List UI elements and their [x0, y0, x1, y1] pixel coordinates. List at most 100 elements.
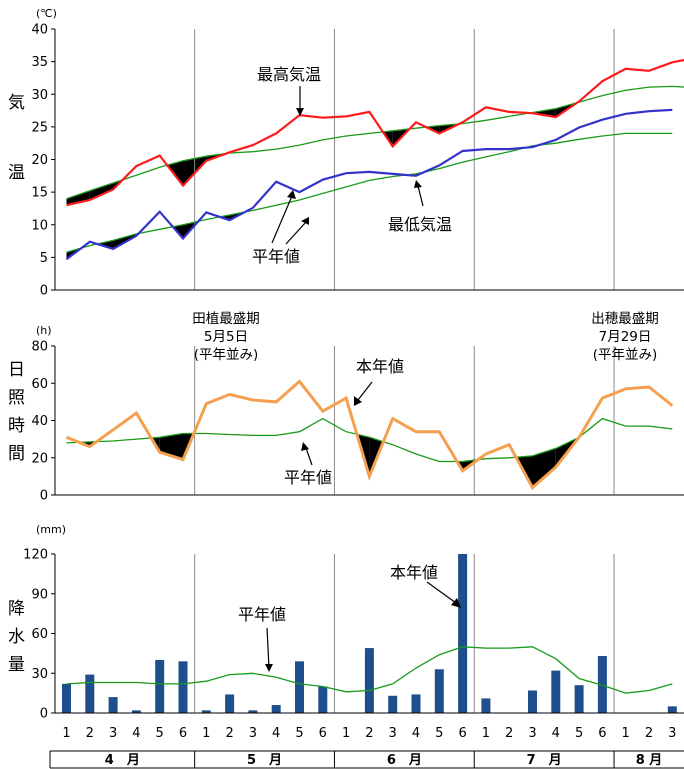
precip-current-arrow: [426, 581, 457, 604]
precip-bar: [85, 674, 95, 713]
precip-unit-label: (mm): [36, 523, 66, 536]
temp-unit-label: (℃): [36, 7, 57, 20]
max-temp-normal-line: [66, 85, 684, 200]
sun-normal-annotation: 平年値: [284, 468, 332, 487]
precip-ylabel-char-2: 水: [8, 627, 25, 647]
precip-ylabel-char-3: 量: [8, 655, 25, 675]
sun-ylabel-char-1: 日: [8, 360, 25, 380]
day-label: 3: [668, 726, 676, 741]
precip-tick-label: 90: [31, 587, 48, 602]
precip-bar: [108, 697, 118, 713]
sun-current-annotation: 本年値: [356, 357, 404, 376]
transplant-date: 5月5日: [204, 329, 248, 345]
sun-current-arrowhead: [354, 396, 362, 406]
temp-tick-label: 35: [31, 55, 48, 70]
normal-upper-arrow: [271, 195, 293, 244]
max-temp-annotation: 最高気温: [257, 65, 321, 84]
precip-bar: [248, 710, 258, 713]
temp-tick-label: 40: [31, 23, 48, 38]
sun-tick-label: 0: [40, 489, 48, 504]
day-label: 3: [109, 726, 117, 741]
normal-temp-annotation: 平年値: [252, 247, 300, 266]
day-label: 6: [598, 726, 606, 741]
day-label: 1: [202, 726, 210, 741]
temp-tick-label: 5: [40, 251, 48, 266]
day-label: 4: [272, 726, 280, 741]
sun-normal-line: [66, 417, 673, 463]
precip-ylabel-char-1: 降: [8, 599, 25, 619]
heading-title: 出穂最盛期: [591, 311, 659, 327]
temp-tick-label: 10: [31, 218, 48, 233]
precip-bar: [388, 695, 398, 713]
day-label: 3: [528, 726, 536, 741]
day-label: 2: [86, 726, 94, 741]
temp-tick-label: 15: [31, 186, 48, 201]
normal-lower-arrow: [285, 221, 307, 245]
month-label: 7 月: [527, 753, 562, 768]
heading-date: 7月29日: [599, 329, 652, 345]
max-temp-deficit-fill: [66, 190, 90, 206]
sun-ylabel-char-2: 照: [8, 388, 25, 408]
bar-layer: [62, 554, 677, 713]
temp-tick-label: 20: [31, 153, 48, 168]
month-label: 5 月: [247, 753, 282, 768]
precip-bar: [271, 705, 281, 713]
day-label: 2: [365, 726, 373, 741]
day-label: 6: [458, 726, 466, 741]
min-temp-annotation: 最低気温: [388, 215, 452, 234]
temp-ylabel-char-1: 気: [8, 93, 25, 113]
precip-bar: [318, 686, 328, 713]
sun-current-line: [65, 379, 674, 490]
day-label: 5: [295, 726, 303, 741]
deficit-fill-layer: [66, 102, 580, 488]
min-temp-normal-line: [66, 132, 673, 253]
temp-tick-label: 25: [31, 120, 48, 135]
sun-tick-label: 80: [31, 340, 48, 355]
precip-bar: [178, 661, 188, 713]
day-label: 4: [412, 726, 420, 741]
precip-bar: [364, 648, 374, 713]
precip-bar: [551, 670, 561, 713]
heading-note: (平年並み): [593, 347, 658, 363]
temp-ylabel-char-2: 温: [8, 163, 25, 183]
sun-unit-label: (h): [36, 324, 52, 337]
precip-bar: [481, 698, 491, 713]
precip-normal-arrow: [266, 627, 270, 669]
normal-upper-arrowhead: [287, 190, 296, 199]
month-label: 6 月: [387, 753, 422, 768]
precip-tick-label: 120: [23, 548, 48, 563]
day-label: 2: [505, 726, 513, 741]
min-temp-line: [65, 108, 673, 261]
precip-tick-label: 0: [40, 707, 48, 722]
day-label: 2: [645, 726, 653, 741]
temp-tick-label: 30: [31, 88, 48, 103]
sun-ylabel-char-3: 時: [8, 416, 25, 436]
day-label: 3: [249, 726, 257, 741]
precip-bar: [131, 710, 141, 713]
temp-tick-label: 0: [40, 284, 48, 299]
max-temp-deficit-fill: [89, 183, 114, 200]
precip-bar: [201, 710, 211, 713]
precip-bar: [411, 694, 421, 713]
precip-bar: [528, 690, 537, 713]
day-label: 1: [622, 726, 630, 741]
day-label: 1: [62, 726, 70, 741]
day-label: 3: [389, 726, 397, 741]
day-label: 5: [575, 726, 583, 741]
day-label: 4: [552, 726, 560, 741]
sun-tick-label: 20: [31, 451, 48, 466]
annotation-arrows: [265, 86, 461, 672]
sun-tick-label: 40: [31, 414, 48, 429]
max-temp-arrowhead: [296, 108, 304, 116]
day-label: 1: [482, 726, 490, 741]
precip-tick-label: 30: [31, 667, 48, 682]
day-label: 6: [179, 726, 187, 741]
month-label: 8 月: [636, 753, 663, 768]
sun-tick-label: 60: [31, 377, 48, 392]
precip-normal-line: [66, 646, 673, 694]
max-temp-deficit-fill: [532, 108, 556, 118]
day-label: 5: [435, 726, 443, 741]
precip-normal-annotation: 平年値: [238, 605, 286, 624]
